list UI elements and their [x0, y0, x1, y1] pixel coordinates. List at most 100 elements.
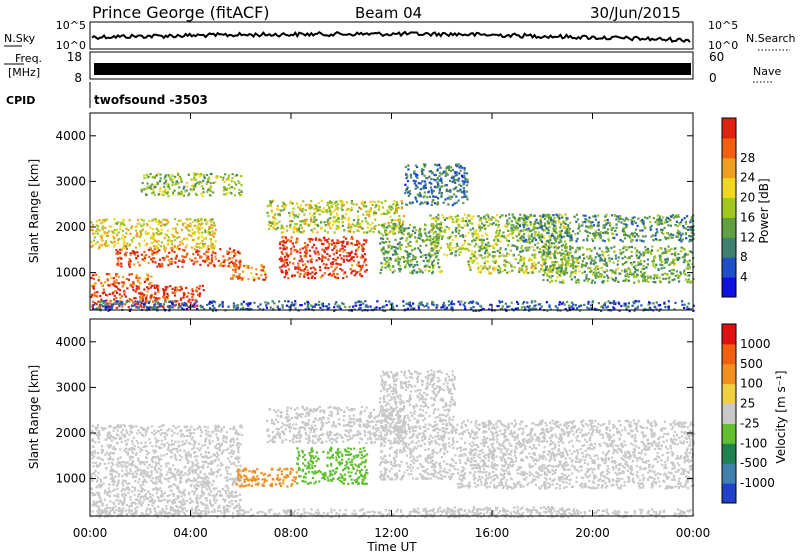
power-cell: [688, 259, 691, 262]
power-cell: [381, 206, 384, 209]
power-cell: [629, 271, 632, 274]
power-cell: [432, 199, 435, 202]
power-cell: [634, 307, 637, 310]
power-cell: [347, 226, 350, 229]
power-cell: [667, 245, 670, 248]
power-cell: [477, 223, 480, 226]
power-cell: [181, 222, 185, 225]
power-cell: [155, 252, 158, 255]
power-cell: [398, 261, 401, 264]
power-cell: [202, 244, 205, 247]
power-cell: [597, 271, 600, 274]
power-cell: [415, 229, 418, 232]
power-cell: [296, 266, 299, 269]
power-cell: [653, 255, 657, 258]
power-cell: [335, 200, 338, 203]
power-cell: [332, 241, 336, 245]
power-cell: [610, 232, 614, 235]
power-cell: [429, 249, 432, 252]
power-cell: [457, 177, 460, 180]
power-cell: [137, 287, 141, 290]
power-cell: [159, 245, 162, 248]
power-cell: [198, 219, 201, 223]
power-cell: [532, 226, 535, 229]
power-cell: [583, 279, 586, 282]
power-cell: [364, 305, 367, 308]
power-cell: [448, 304, 451, 307]
power-cell: [273, 302, 276, 305]
power-cell: [345, 201, 349, 204]
power-cell: [578, 223, 581, 226]
power-cell: [327, 246, 330, 249]
power-cell: [676, 231, 679, 234]
power-cell: [100, 222, 103, 225]
power-cell: [531, 307, 534, 310]
power-cell: [462, 247, 465, 250]
power-cell: [520, 306, 523, 309]
power-cell: [205, 182, 208, 185]
power-cell: [616, 215, 620, 218]
power-cell: [329, 272, 332, 275]
power-cell: [542, 235, 545, 238]
power-cell: [341, 221, 344, 224]
power-cell: [146, 306, 149, 309]
power-cell: [522, 224, 525, 227]
power-cell: [514, 245, 518, 248]
power-cell: [167, 221, 170, 224]
power-cell: [318, 209, 321, 212]
power-cell: [511, 229, 514, 232]
power-cell: [576, 218, 580, 221]
power-cell: [687, 302, 690, 305]
power-cell: [309, 267, 312, 270]
power-cell: [418, 194, 421, 198]
power-cell: [286, 263, 289, 267]
power-cell: [328, 243, 331, 246]
power-cell: [630, 261, 633, 264]
power-cell: [165, 192, 168, 195]
power-cell: [541, 215, 544, 218]
power-cell: [242, 276, 245, 279]
power-cell: [605, 246, 608, 249]
power-cell: [361, 265, 364, 268]
power-cell: [512, 236, 515, 239]
power-cell: [686, 280, 689, 284]
power-cell: [670, 247, 673, 250]
power-cell: [472, 238, 475, 241]
power-cell: [181, 193, 184, 197]
power-cell: [615, 278, 618, 282]
power-cell: [667, 307, 670, 310]
power-cell: [435, 233, 438, 236]
power-cell: [339, 248, 342, 251]
power-cell: [568, 231, 571, 235]
power-cell: [329, 213, 332, 216]
power-cell: [299, 231, 303, 234]
power-cell: [141, 299, 144, 303]
power-cell: [108, 225, 111, 228]
power-cell: [235, 275, 238, 278]
power-cell: [396, 253, 399, 256]
power-cell: [92, 283, 95, 286]
power-cell: [174, 289, 177, 292]
power-cell: [479, 238, 482, 241]
power-cell: [451, 168, 454, 172]
power-cell: [590, 249, 593, 252]
power-cell: [428, 252, 431, 255]
power-cell: [541, 259, 544, 262]
power-cell: [660, 228, 663, 231]
power-cell: [409, 244, 412, 248]
power-cell: [471, 301, 474, 304]
power-cell: [315, 218, 318, 221]
power-cell: [672, 260, 675, 263]
power-cell: [92, 308, 95, 311]
power-cell: [635, 251, 638, 254]
power-cell: [622, 218, 625, 221]
power-cell: [418, 267, 421, 271]
power-cell: [576, 307, 579, 310]
power-cell: [379, 242, 382, 245]
power-cell: [534, 243, 537, 246]
power-cell: [486, 233, 489, 237]
power-cell: [549, 267, 552, 270]
power-cell: [534, 220, 537, 223]
power-cell: [567, 256, 570, 259]
power-cell: [210, 172, 213, 175]
